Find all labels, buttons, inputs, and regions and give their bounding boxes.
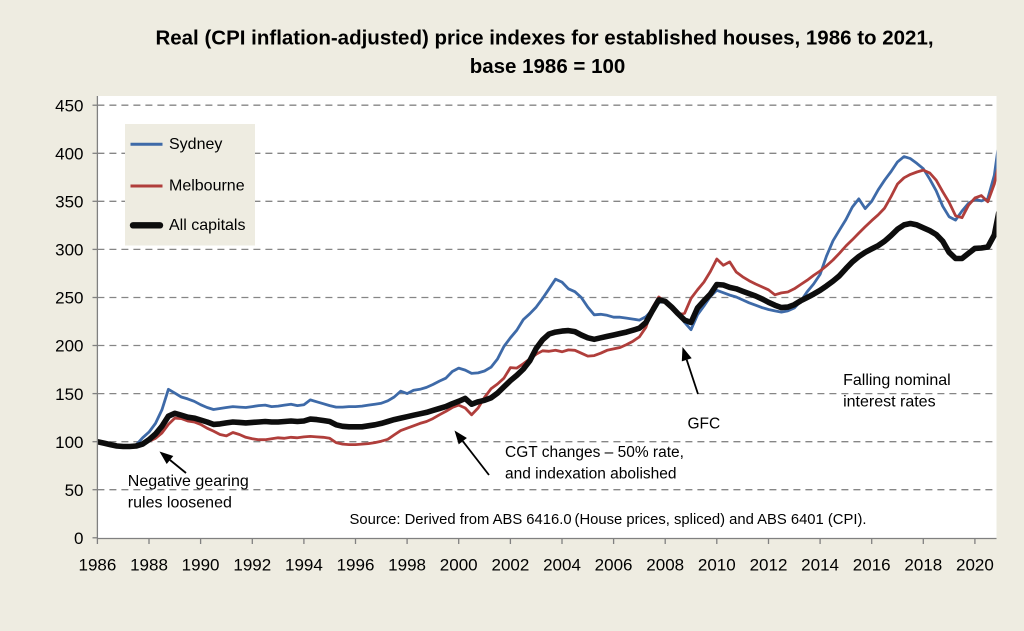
svg-text:200: 200 — [55, 337, 83, 356]
svg-text:2016: 2016 — [853, 556, 891, 575]
svg-text:2018: 2018 — [904, 556, 942, 575]
svg-text:Negative gearing: Negative gearing — [128, 473, 249, 490]
svg-text:2010: 2010 — [698, 556, 736, 575]
svg-text:1988: 1988 — [130, 556, 168, 575]
svg-text:1998: 1998 — [388, 556, 426, 575]
svg-text:and indexation abolished: and indexation abolished — [505, 466, 677, 483]
svg-text:100: 100 — [55, 433, 83, 452]
svg-text:1992: 1992 — [233, 556, 271, 575]
svg-text:2020: 2020 — [956, 556, 994, 575]
svg-text:Sydney: Sydney — [169, 136, 222, 153]
svg-text:CGT changes – 50% rate,: CGT changes – 50% rate, — [505, 444, 684, 461]
svg-text:2014: 2014 — [801, 556, 839, 575]
svg-text:2004: 2004 — [543, 556, 581, 575]
svg-text:interest rates: interest rates — [843, 394, 935, 411]
svg-text:2012: 2012 — [750, 556, 788, 575]
svg-text:1996: 1996 — [337, 556, 375, 575]
svg-text:Falling nominal: Falling nominal — [843, 372, 951, 389]
svg-text:250: 250 — [55, 289, 83, 308]
svg-text:Source: Derived from ABS 6416.: Source: Derived from ABS 6416.0 (House p… — [350, 512, 867, 528]
svg-text:300: 300 — [55, 241, 83, 260]
svg-text:1990: 1990 — [182, 556, 220, 575]
svg-text:50: 50 — [65, 481, 84, 500]
svg-text:2008: 2008 — [646, 556, 684, 575]
svg-text:2000: 2000 — [440, 556, 478, 575]
svg-text:Melbourne: Melbourne — [169, 177, 245, 194]
svg-text:350: 350 — [55, 193, 83, 212]
svg-text:1986: 1986 — [78, 556, 116, 575]
svg-text:0: 0 — [74, 529, 83, 548]
svg-text:GFC: GFC — [688, 416, 721, 433]
svg-text:rules loosened: rules loosened — [128, 495, 232, 512]
svg-text:450: 450 — [55, 96, 83, 115]
svg-text:All capitals: All capitals — [169, 217, 245, 234]
svg-text:base 1986 = 100: base 1986 = 100 — [470, 55, 626, 78]
svg-text:2006: 2006 — [595, 556, 633, 575]
svg-text:2002: 2002 — [491, 556, 529, 575]
svg-text:1994: 1994 — [285, 556, 323, 575]
svg-text:400: 400 — [55, 145, 83, 164]
svg-text:150: 150 — [55, 385, 83, 404]
svg-text:Real (CPI inflation-adjusted): Real (CPI inflation-adjusted) price inde… — [155, 27, 933, 50]
